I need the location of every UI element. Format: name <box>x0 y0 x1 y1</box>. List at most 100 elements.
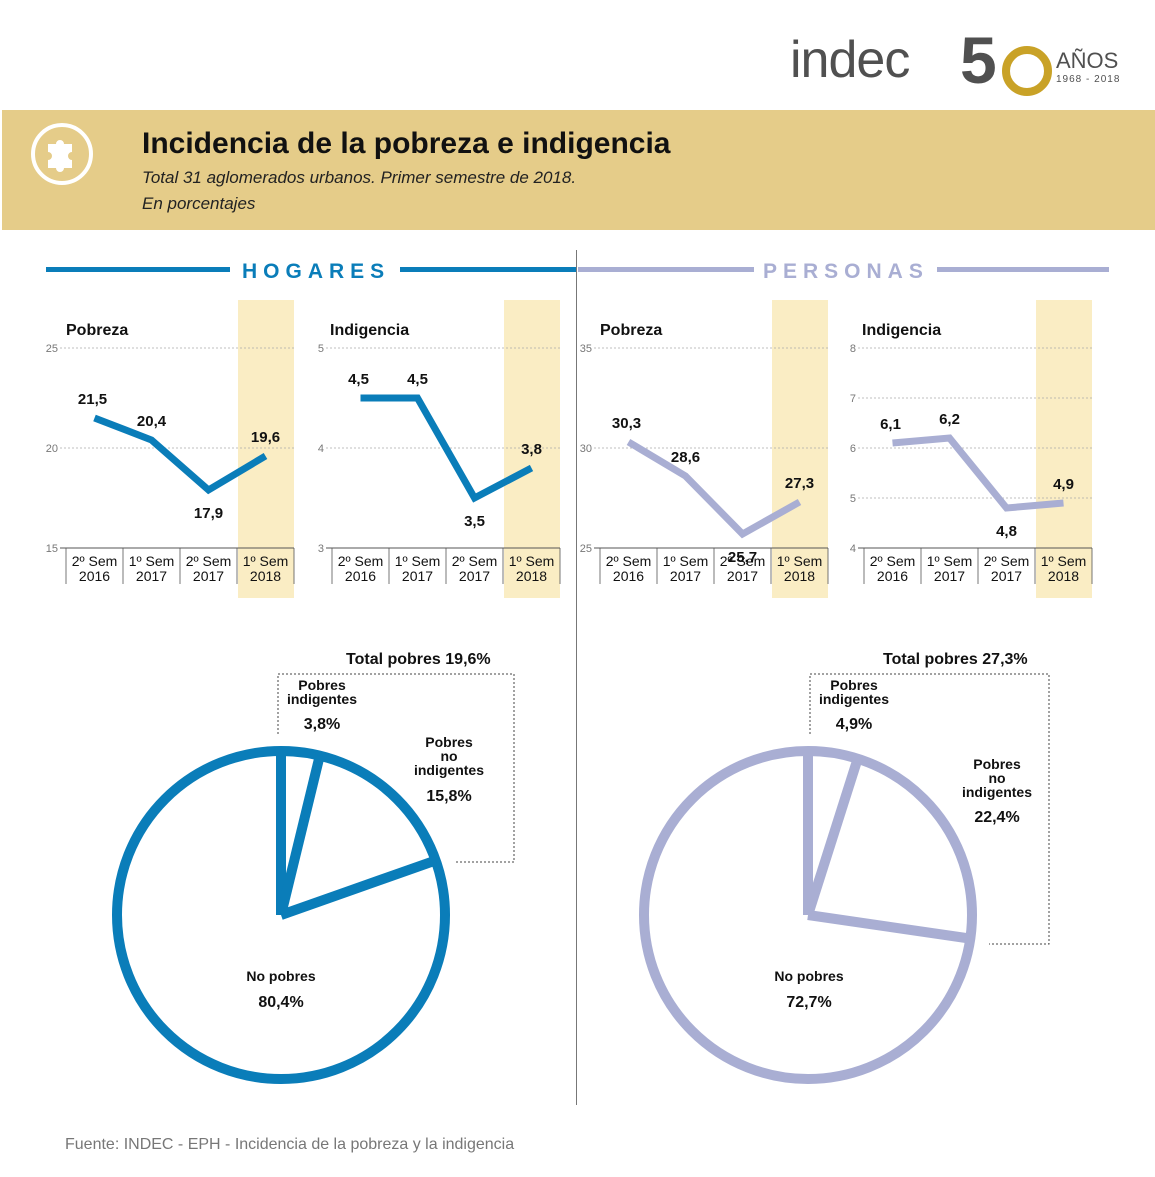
x-tick-label: 2016 <box>345 568 376 584</box>
hogares-label-indigentes: Pobres indigentes <box>282 678 362 706</box>
data-label: 19,6 <box>251 429 280 446</box>
x-tick-label: 1º Sem <box>777 553 823 569</box>
x-tick-label: 2º Sem <box>338 553 384 569</box>
series-line <box>93 414 268 495</box>
subtitle-line-1: Total 31 aglomerados urbanos. Primer sem… <box>142 168 577 187</box>
data-label: 27,3 <box>785 475 814 492</box>
y-tick-label: 8 <box>850 343 856 355</box>
data-label: 25,7 <box>728 549 757 566</box>
x-tick-label: 1º Sem <box>509 553 555 569</box>
chart-title-hogares-pobreza: Pobreza <box>66 322 129 339</box>
y-tick-label: 25 <box>580 543 592 555</box>
puzzle-piece-icon <box>31 123 93 185</box>
hogares-rule-left <box>46 267 230 272</box>
data-label: 3,8 <box>521 441 542 458</box>
data-label: 30,3 <box>612 415 641 432</box>
data-label: 17,9 <box>194 505 223 522</box>
x-tick-label: 2017 <box>459 568 490 584</box>
y-tick-label: 3 <box>318 543 324 555</box>
personas-value-indigentes: 4,9% <box>835 716 873 733</box>
x-tick-label: 2017 <box>670 568 701 584</box>
y-tick-label: 4 <box>318 443 324 455</box>
pie-slice-boundary <box>803 757 863 917</box>
data-label: 20,4 <box>137 413 167 430</box>
logo-zero-ring <box>1002 46 1052 96</box>
x-tick-label: 2º Sem <box>720 553 766 569</box>
section-divider <box>576 250 577 1105</box>
hogares-label-no-pobres: No pobres <box>246 968 316 984</box>
data-label: 6,1 <box>880 416 901 433</box>
chart-title-hogares-indigencia: Indigencia <box>330 322 410 339</box>
x-tick-label: 2017 <box>193 568 224 584</box>
label-line: Pobres <box>830 677 878 693</box>
x-tick-label: 2017 <box>727 568 758 584</box>
logo-brand: indec <box>790 31 910 89</box>
x-tick-label: 2º Sem <box>452 553 498 569</box>
personas-label-indigentes: Pobres indigentes <box>814 678 894 706</box>
pie-slice-boundary <box>279 855 438 920</box>
x-tick-label: 2016 <box>79 568 110 584</box>
pie-slice-boundary <box>276 754 325 917</box>
hogares-value-no-pobres: 80,4% <box>258 994 304 1011</box>
hogares-value-indigentes: 3,8% <box>303 716 341 733</box>
y-tick-label: 5 <box>850 493 856 505</box>
indec-logo: indec 5 AÑOS 1968 - 2018 <box>790 22 1130 102</box>
label-line: indigentes <box>818 691 889 707</box>
y-tick-label: 4 <box>850 543 856 555</box>
label-line: indigentes <box>286 691 357 707</box>
series-line <box>626 438 802 539</box>
y-tick-label: 15 <box>46 543 58 555</box>
x-tick-label: 2016 <box>877 568 908 584</box>
y-tick-label: 30 <box>580 443 592 455</box>
chart-title-personas-indigencia: Indigencia <box>862 322 942 339</box>
x-tick-label: 1º Sem <box>395 553 441 569</box>
y-tick-label: 5 <box>318 343 324 355</box>
x-tick-label: 2017 <box>402 568 433 584</box>
x-tick-label: 1º Sem <box>129 553 175 569</box>
hogares-value-no-indigentes: 15,8% <box>426 788 472 805</box>
x-tick-label: 2016 <box>613 568 644 584</box>
x-tick-label: 1º Sem <box>1041 553 1087 569</box>
x-tick-label: 2º Sem <box>984 553 1030 569</box>
total-bracket <box>277 673 515 863</box>
x-tick-label: 2º Sem <box>870 553 916 569</box>
label-line: no <box>988 770 1006 786</box>
chart-title-personas-pobreza: Pobreza <box>600 322 663 339</box>
personas-value-no-pobres: 72,7% <box>786 994 832 1011</box>
section-hogares: HOGARES <box>242 260 391 283</box>
logo-years: 1968 - 2018 <box>1056 74 1121 85</box>
personas-label-no-indigentes: Pobres no indigentes <box>952 757 1042 799</box>
x-tick-label: 1º Sem <box>243 553 289 569</box>
hogares-rule-right <box>400 267 576 272</box>
logo-five: 5 <box>960 23 997 97</box>
total-bracket <box>809 673 1050 945</box>
y-tick-label: 6 <box>850 443 856 455</box>
pie-slice-boundary <box>807 910 972 944</box>
x-tick-label: 2018 <box>250 568 281 584</box>
personas-rule-left <box>578 267 754 272</box>
x-tick-label: 2017 <box>991 568 1022 584</box>
data-label: 4,8 <box>996 523 1017 540</box>
x-tick-label: 2º Sem <box>72 553 118 569</box>
personas-rule-right <box>937 267 1109 272</box>
series-line <box>892 434 1064 512</box>
label-line: Pobres <box>298 677 346 693</box>
data-label: 28,6 <box>671 449 700 466</box>
section-personas: PERSONAS <box>763 260 929 283</box>
source-footer: Fuente: INDEC - EPH - Incidencia de la p… <box>65 1136 515 1153</box>
y-tick-label: 20 <box>46 443 58 455</box>
x-tick-label: 2017 <box>136 568 167 584</box>
x-tick-label: 2018 <box>784 568 815 584</box>
series-line <box>360 394 534 503</box>
logo-anos: AÑOS <box>1056 48 1119 73</box>
x-tick-label: 1º Sem <box>663 553 709 569</box>
data-label: 4,5 <box>348 371 369 388</box>
header-band <box>2 110 1155 230</box>
personas-total-pobres: Total pobres 27,3% <box>883 651 1028 668</box>
subtitle-line-2: En porcentajes <box>142 194 256 213</box>
y-tick-label: 25 <box>46 343 58 355</box>
data-label: 3,5 <box>464 513 485 530</box>
page-title: Incidencia de la pobreza e indigencia <box>142 127 671 160</box>
